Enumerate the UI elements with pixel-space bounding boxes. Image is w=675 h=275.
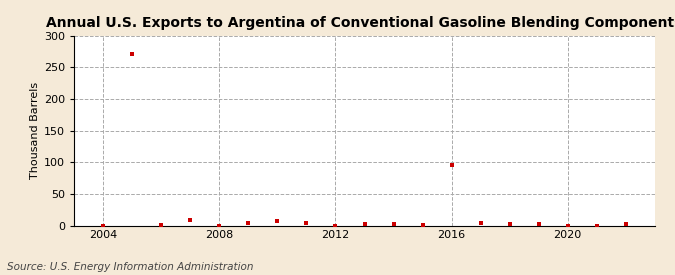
Point	[388, 222, 399, 226]
Point	[359, 222, 370, 226]
Point	[562, 223, 573, 228]
Point	[475, 221, 486, 225]
Point	[330, 223, 341, 228]
Point	[127, 52, 138, 56]
Point	[156, 223, 167, 227]
Text: Source: U.S. Energy Information Administration: Source: U.S. Energy Information Administ…	[7, 262, 253, 272]
Point	[417, 223, 428, 227]
Title: Annual U.S. Exports to Argentina of Conventional Gasoline Blending Components: Annual U.S. Exports to Argentina of Conv…	[47, 16, 675, 31]
Point	[533, 222, 544, 226]
Point	[214, 223, 225, 228]
Point	[620, 222, 631, 226]
Point	[98, 223, 109, 228]
Point	[504, 222, 515, 226]
Y-axis label: Thousand Barrels: Thousand Barrels	[30, 82, 40, 179]
Point	[446, 163, 457, 167]
Point	[243, 221, 254, 225]
Point	[301, 221, 312, 225]
Point	[272, 219, 283, 223]
Point	[591, 223, 602, 228]
Point	[185, 218, 196, 223]
